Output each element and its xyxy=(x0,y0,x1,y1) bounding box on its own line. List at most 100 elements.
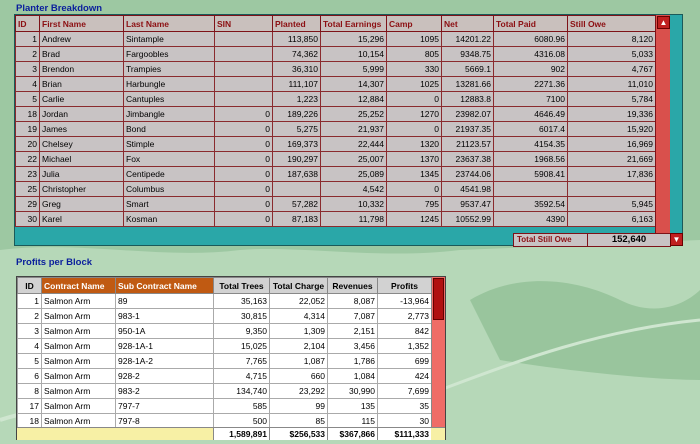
table-row[interactable]: 5 Salmon Arm 928-1A-2 7,765 1,087 1,786 699 xyxy=(17,353,431,369)
table-row[interactable]: 3 Brendon Trampies 36,310 5,999 330 5669.1 902 4… xyxy=(15,61,655,77)
planter-cell[interactable]: Michael xyxy=(39,151,124,167)
planter-cell[interactable]: 4154.35 xyxy=(493,136,568,152)
planter-cell[interactable]: 8,120 xyxy=(567,31,655,47)
profits-cell[interactable]: 1,309 xyxy=(269,323,328,339)
profits-cell[interactable]: 1,352 xyxy=(377,338,431,354)
profits-cell[interactable]: 585 xyxy=(213,398,270,414)
profits-scroll-thumb[interactable] xyxy=(433,278,444,320)
profits-cell[interactable]: 928-1A-1 xyxy=(115,338,214,354)
planter-cell[interactable]: Kosman xyxy=(123,211,215,227)
profits-cell[interactable]: 4,715 xyxy=(213,368,270,384)
profits-cell[interactable]: 7,699 xyxy=(377,383,431,399)
profits-cell[interactable]: 8 xyxy=(17,383,42,399)
planter-cell[interactable]: Brendon xyxy=(39,61,124,77)
scroll-up-arrow-icon[interactable]: ▲ xyxy=(657,16,670,29)
planter-cell[interactable]: 22 xyxy=(15,151,40,167)
planter-col-header[interactable]: Planted xyxy=(272,15,321,32)
profits-cell[interactable]: 99 xyxy=(269,398,328,414)
profits-col-header[interactable]: Total Charge xyxy=(269,277,328,294)
planter-cell[interactable]: 2 xyxy=(15,46,40,62)
planter-cell[interactable]: 6080.96 xyxy=(493,31,568,47)
planter-cell[interactable]: Jimbangle xyxy=(123,106,215,122)
planter-cell[interactable]: Columbus xyxy=(123,181,215,197)
planter-cell[interactable]: 0 xyxy=(386,121,442,137)
planter-cell[interactable]: 21937.35 xyxy=(441,121,494,137)
table-row[interactable]: 3 Salmon Arm 950-1A 9,350 1,309 2,151 842 xyxy=(17,323,431,339)
table-row[interactable]: 22 Michael Fox 0 190,297 25,007 1370 23637.38 19… xyxy=(15,151,655,167)
profits-cell[interactable]: 983-1 xyxy=(115,308,214,324)
profits-cell[interactable]: 983-2 xyxy=(115,383,214,399)
planter-cell[interactable]: Christopher xyxy=(39,181,124,197)
profits-cell[interactable]: 3,456 xyxy=(327,338,378,354)
planter-col-header[interactable]: ID xyxy=(15,15,40,32)
profits-cell[interactable]: 4 xyxy=(17,338,42,354)
planter-col-header[interactable]: Total Earnings xyxy=(320,15,387,32)
profits-cell[interactable]: 2,104 xyxy=(269,338,328,354)
planter-cell[interactable]: 0 xyxy=(214,106,273,122)
profits-col-header[interactable]: Sub Contract Name xyxy=(115,277,214,294)
planter-cell[interactable]: 21,669 xyxy=(567,151,655,167)
planter-cell[interactable]: 9348.75 xyxy=(441,46,494,62)
table-row[interactable]: 18 Jordan Jimbangle 0 189,226 25,252 1270 23982… xyxy=(15,106,655,122)
planter-cell[interactable]: 7100 xyxy=(493,91,568,107)
planter-cell[interactable]: 113,850 xyxy=(272,31,321,47)
planter-cell[interactable]: James xyxy=(39,121,124,137)
planter-cell[interactable]: 5669.1 xyxy=(441,61,494,77)
profits-cell[interactable]: 30,815 xyxy=(213,308,270,324)
planter-cell[interactable]: 10,154 xyxy=(320,46,387,62)
planter-cell[interactable]: 15,296 xyxy=(320,31,387,47)
planter-col-header[interactable]: Last Name xyxy=(123,15,215,32)
planter-cell[interactable]: 23744.06 xyxy=(441,166,494,182)
planter-col-header[interactable]: Net xyxy=(441,15,494,32)
planter-col-header[interactable]: Camp xyxy=(386,15,442,32)
profits-cell[interactable]: 424 xyxy=(377,368,431,384)
planter-cell[interactable]: 0 xyxy=(214,136,273,152)
table-row[interactable]: 23 Julia Centipede 0 187,638 25,089 1345 23744.… xyxy=(15,166,655,182)
profits-cell[interactable]: Salmon Arm xyxy=(41,353,116,369)
planter-cell[interactable]: 6017.4 xyxy=(493,121,568,137)
table-row[interactable]: 30 Karel Kosman 0 87,183 11,798 1245 10552.99 43… xyxy=(15,211,655,227)
planter-cell[interactable]: 4,542 xyxy=(320,181,387,197)
scroll-down-arrow-icon[interactable]: ▼ xyxy=(670,233,683,246)
planter-cell[interactable]: 74,362 xyxy=(272,46,321,62)
planter-cell[interactable]: 30 xyxy=(15,211,40,227)
planter-cell[interactable]: Sintample xyxy=(123,31,215,47)
planter-cell[interactable]: 4,767 xyxy=(567,61,655,77)
table-row[interactable]: 8 Salmon Arm 983-2 134,740 23,292 30,990 7,699 xyxy=(17,383,431,399)
table-row[interactable]: 19 James Bond 0 5,275 21,937 0 21937.35 6017.4 15… xyxy=(15,121,655,137)
profits-cell[interactable]: 9,350 xyxy=(213,323,270,339)
planter-cell[interactable]: Carlie xyxy=(39,91,124,107)
planter-cell[interactable]: 23 xyxy=(15,166,40,182)
planter-cell[interactable]: 4390 xyxy=(493,211,568,227)
table-row[interactable]: 1 Andrew Sintample 113,850 15,296 1095 14201.2… xyxy=(15,31,655,47)
table-row[interactable]: 25 Christopher Columbus 0 4,542 0 4541.98 xyxy=(15,181,655,197)
planter-cell[interactable]: 5,945 xyxy=(567,196,655,212)
planter-cell[interactable]: 3592.54 xyxy=(493,196,568,212)
planter-cell[interactable]: 1320 xyxy=(386,136,442,152)
planter-cell[interactable]: 18 xyxy=(15,106,40,122)
planter-cell[interactable]: 6,163 xyxy=(567,211,655,227)
planter-cell[interactable]: 17,836 xyxy=(567,166,655,182)
planter-cell[interactable]: 0 xyxy=(386,181,442,197)
planter-cell[interactable]: 10,332 xyxy=(320,196,387,212)
planter-cell[interactable]: Greg xyxy=(39,196,124,212)
planter-cell[interactable]: 805 xyxy=(386,46,442,62)
planter-cell[interactable]: 5,784 xyxy=(567,91,655,107)
planter-cell[interactable]: 25,089 xyxy=(320,166,387,182)
profits-cell[interactable]: 18 xyxy=(17,413,42,427)
planter-cell[interactable]: 1 xyxy=(15,31,40,47)
planter-cell[interactable]: Trampies xyxy=(123,61,215,77)
planter-cell[interactable]: 23982.07 xyxy=(441,106,494,122)
profits-cell[interactable]: 134,740 xyxy=(213,383,270,399)
planter-cell[interactable]: 0 xyxy=(386,91,442,107)
profits-col-header[interactable]: Contract Name xyxy=(41,277,116,294)
planter-cell[interactable]: 190,297 xyxy=(272,151,321,167)
planter-cell[interactable]: 57,282 xyxy=(272,196,321,212)
planter-cell[interactable]: 1345 xyxy=(386,166,442,182)
table-row[interactable]: 20 Chelsey Stimple 0 169,373 22,444 1320 21123.… xyxy=(15,136,655,152)
planter-cell[interactable] xyxy=(214,61,273,77)
profits-cell[interactable]: 15,025 xyxy=(213,338,270,354)
profits-cell[interactable]: 2,773 xyxy=(377,308,431,324)
profits-cell[interactable]: 950-1A xyxy=(115,323,214,339)
planter-cell[interactable]: 11,010 xyxy=(567,76,655,92)
